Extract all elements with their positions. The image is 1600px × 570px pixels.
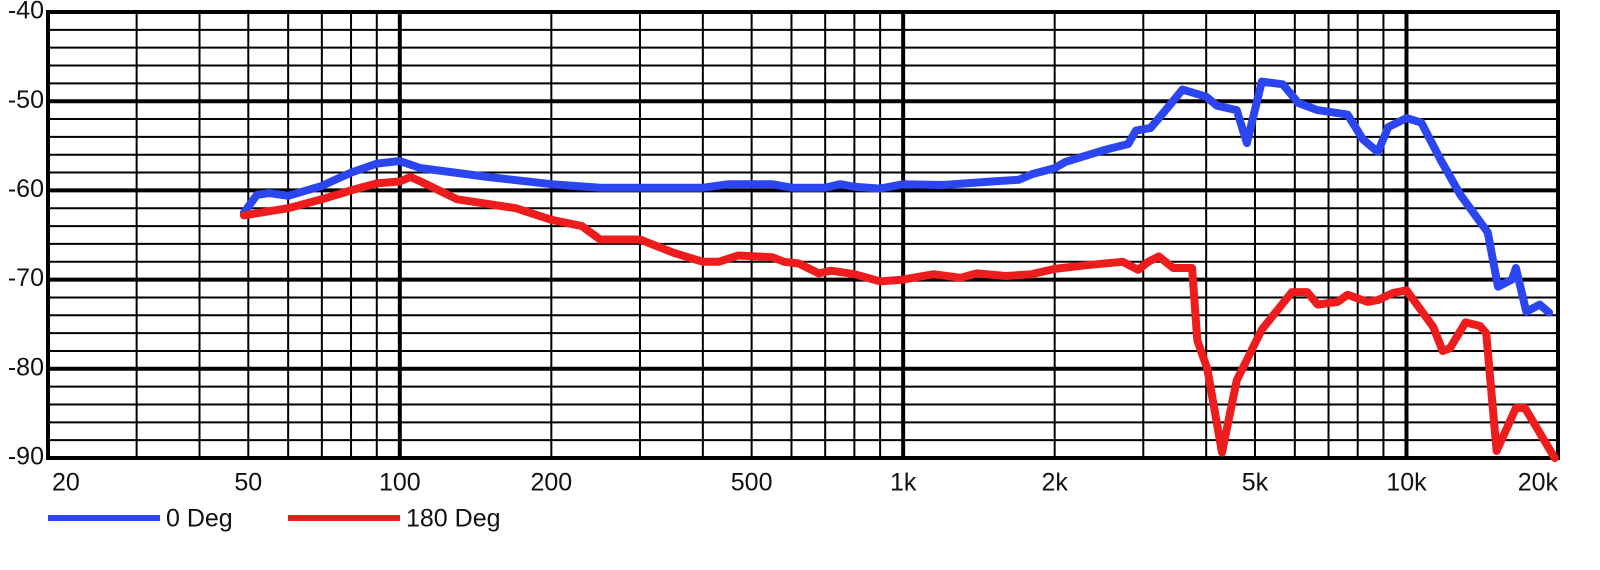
y-tick-label: -60 [8,175,44,203]
x-tick-label: 500 [731,469,773,497]
x-tick-label: 100 [379,469,421,497]
x-tick-label: 10k [1386,469,1427,497]
legend-label: 0 Deg [166,505,233,533]
x-tick-label: 5k [1242,469,1269,497]
series-line [239,77,1554,317]
legend-label: 180 Deg [406,505,501,533]
series-line [239,173,1559,462]
y-tick-label: -50 [8,86,44,114]
y-tick-label: -40 [8,0,44,25]
x-tick-label: 1k [890,469,917,497]
x-tick-label: 20 [52,469,80,497]
y-tick-label: -80 [8,353,44,381]
y-tick-label: -70 [8,264,44,292]
x-tick-label: 20k [1518,469,1559,497]
plot-border [46,10,1560,460]
x-tick-label: 200 [530,469,572,497]
y-tick-label: -90 [8,443,44,471]
x-tick-label: 50 [234,469,262,497]
x-tick-label: 2k [1041,469,1068,497]
